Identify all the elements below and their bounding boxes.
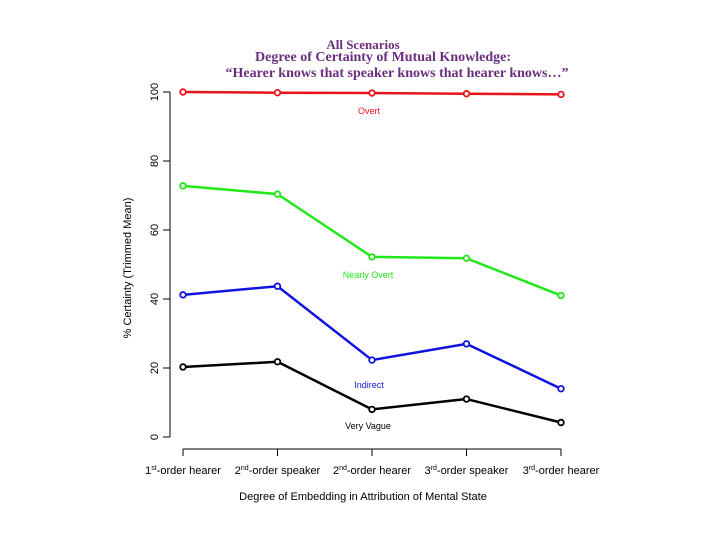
data-point-overt: [557, 90, 565, 99]
x-axis: 1st-order hearer 2nd-order speaker 2nd-ord…: [145, 448, 600, 477]
x-tick-label-suffix: rd: [431, 465, 437, 472]
data-point-indirect: [368, 356, 376, 364]
x-tick-label-number: 2: [333, 465, 339, 477]
data-point-overt: [368, 89, 376, 97]
data-point-very-vague: [273, 358, 282, 366]
data-point-indirect: [179, 291, 187, 299]
series-layer: Overt Nearly Overt Indirect Very Vague: [179, 88, 565, 431]
x-tick-label-number: 2: [235, 465, 241, 477]
y-axis: 0 20 40 60 80 100: [149, 83, 171, 440]
data-point-nearly-overt: [557, 291, 565, 300]
x-tick-label: 2nd-order hearer: [333, 465, 411, 477]
data-point-very-vague: [179, 363, 187, 371]
series-line-indirect: [182, 284, 562, 390]
data-point-very-vague: [462, 395, 471, 403]
data-point-nearly-overt: [179, 182, 187, 190]
series-overt: Overt: [179, 88, 565, 116]
series-very-vague: Very Vague: [179, 358, 565, 431]
data-point-nearly-overt: [462, 254, 471, 262]
y-tick-label: 60: [149, 224, 161, 236]
data-point-overt: [273, 88, 282, 97]
x-tick-label-text: -order hearer: [535, 465, 600, 477]
series-label-nearly-overt: Nearly Overt: [343, 270, 394, 280]
data-point-nearly-overt: [368, 253, 376, 261]
series-nearly-overt: Nearly Overt: [179, 182, 565, 300]
chart-title: All Scenarios: [326, 37, 399, 52]
data-point-nearly-overt: [273, 190, 282, 198]
x-axis-label: Degree of Embedding in Attribution of Me…: [239, 491, 487, 503]
x-tick-label: 1st-order hearer: [145, 465, 221, 477]
x-tick-label: 2nd-order speaker: [235, 465, 321, 477]
data-point-overt: [462, 90, 471, 98]
chart-subtitle-line-2: “Hearer knows that speaker knows that he…: [226, 66, 569, 81]
x-tick-label-number: 1: [145, 465, 151, 477]
series-label-indirect: Indirect: [354, 380, 384, 390]
x-tick-label-text: -order speaker: [437, 465, 509, 477]
x-tick-label-number: 3: [425, 465, 431, 477]
y-axis-label: % Certainty (Trimmed Mean): [122, 198, 134, 339]
x-tick-label-suffix: nd: [339, 465, 347, 472]
data-point-indirect: [273, 282, 282, 290]
series-label-overt: Overt: [358, 106, 381, 116]
y-tick-label: 0: [149, 434, 161, 440]
y-tick-label: 80: [149, 155, 161, 167]
data-point-indirect: [462, 340, 471, 348]
y-tick-label: 40: [149, 293, 161, 305]
series-label-very-vague: Very Vague: [345, 421, 391, 431]
x-tick-label-text: -order hearer: [347, 465, 412, 477]
x-tick-label-text: -order speaker: [249, 465, 321, 477]
x-tick-label-number: 3: [523, 465, 529, 477]
data-point-very-vague: [557, 418, 565, 427]
x-tick-label-suffix: nd: [241, 465, 249, 472]
chart-subtitle-line-1: Degree of Certainty of Mutual Knowledge:: [255, 50, 511, 65]
series-indirect: Indirect: [179, 282, 565, 393]
x-tick-label-suffix: rd: [529, 465, 535, 472]
x-tick-label-suffix: st: [151, 465, 157, 472]
y-tick-label: 20: [149, 362, 161, 374]
data-point-indirect: [557, 385, 565, 393]
x-tick-label-text: -order hearer: [157, 465, 222, 477]
x-tick-label: 3rd-order hearer: [523, 465, 600, 477]
y-tick-label: 100: [149, 83, 161, 101]
data-point-overt: [179, 88, 187, 96]
series-line-very-vague: [182, 360, 562, 424]
data-point-very-vague: [368, 405, 376, 414]
x-tick-label: 3rd-order speaker: [425, 465, 509, 477]
